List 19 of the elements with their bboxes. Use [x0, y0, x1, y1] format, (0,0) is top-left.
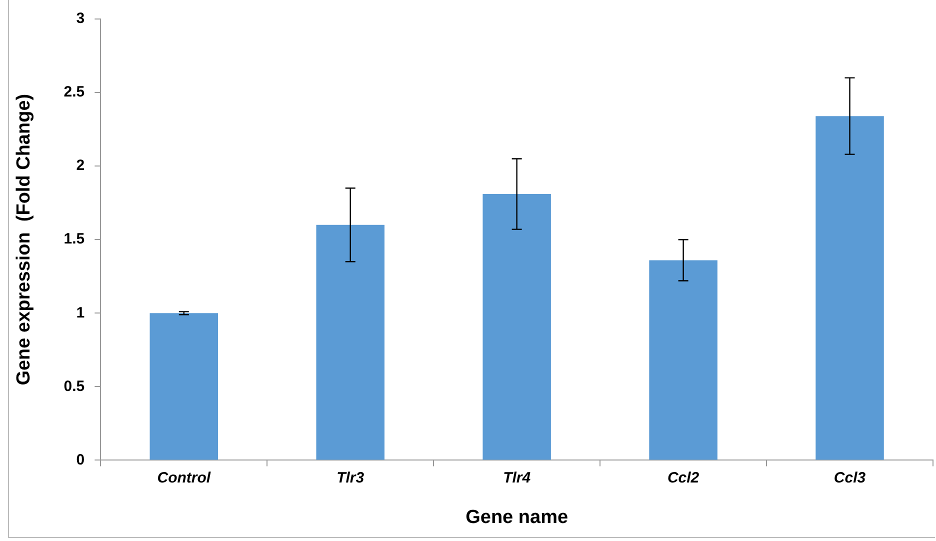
x-tick-label: Tlr3 — [336, 469, 365, 486]
x-tick-label: Ccl3 — [834, 469, 866, 486]
bar — [816, 116, 884, 460]
x-axis-title: Gene name — [466, 506, 568, 528]
bar — [482, 194, 551, 460]
y-tick-label: 1.5 — [64, 230, 85, 248]
bar — [316, 224, 384, 460]
y-tick-label: 2 — [76, 157, 85, 174]
x-tick-label: Tlr4 — [503, 469, 532, 486]
x-tick-label: Ccl2 — [667, 469, 700, 486]
y-tick-label: 1 — [76, 304, 85, 322]
y-tick-label: 0.5 — [64, 378, 85, 395]
y-tick-label: 2.5 — [64, 84, 85, 101]
y-tick-label: 0 — [76, 451, 85, 468]
y-axis-title: Gene expression (Fold Change) — [14, 94, 35, 386]
bar — [150, 313, 218, 460]
x-tick-label: Control — [157, 469, 212, 486]
bar — [649, 260, 718, 460]
y-tick-label: 3 — [76, 10, 85, 28]
